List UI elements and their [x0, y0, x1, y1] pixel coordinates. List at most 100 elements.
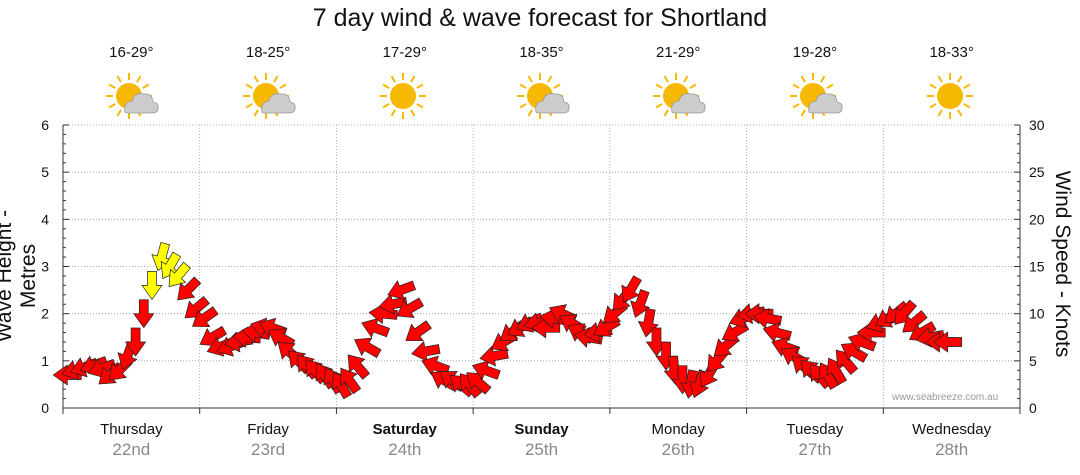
- wind-arrow: [411, 340, 441, 362]
- wind-arrow-shape: [133, 299, 155, 329]
- wind-arrow-series: [52, 241, 963, 400]
- wind-arrow-shape: [933, 331, 963, 353]
- sunny-icon: [379, 73, 426, 119]
- wind-arrow: [840, 342, 869, 363]
- left-tick-label: 2: [41, 306, 49, 322]
- wind-arrow-shape: [856, 321, 886, 344]
- day-name: Tuesday: [786, 421, 844, 438]
- temperature-range: 19-28°: [792, 44, 838, 61]
- partly-cloudy-icon: [516, 73, 570, 119]
- right-tick-label: 25: [1029, 164, 1045, 180]
- left-tick-label: 4: [41, 211, 49, 227]
- day-label: Thursday 22nd: [63, 421, 199, 460]
- wind-arrow-shape: [177, 276, 202, 301]
- day-date: 27th: [798, 440, 832, 459]
- temperature-range: 18-33°: [929, 44, 974, 61]
- wind-arrow-shape: [124, 327, 147, 357]
- wind-arrow: [847, 332, 877, 353]
- wind-arrow: [762, 322, 792, 343]
- wind-arrow: [141, 271, 163, 301]
- day-date: 23rd: [251, 440, 286, 459]
- wind-arrow-shape: [630, 289, 651, 318]
- wind-arrow: [621, 275, 642, 303]
- wind-arrow: [387, 279, 417, 301]
- wind-arrow-shape: [847, 332, 877, 353]
- wind-arrow-shape: [621, 275, 642, 303]
- day-label: Wednesday 28th: [884, 421, 1020, 460]
- day-name: Thursday: [100, 421, 163, 438]
- chart-title: 7 day wind & wave forecast for Shortland: [312, 4, 768, 32]
- wind-arrow-shape: [361, 317, 391, 338]
- wind-arrow-shape: [168, 261, 191, 288]
- wind-arrow: [405, 320, 432, 342]
- wind-arrow: [752, 307, 783, 329]
- wind-arrow: [124, 327, 147, 357]
- wind-arrow-shape: [840, 342, 869, 363]
- right-tick-label: 0: [1029, 400, 1037, 416]
- right-tick-label: 15: [1029, 259, 1045, 275]
- day-label: Saturday 24th: [337, 421, 473, 460]
- day-date: 24th: [388, 440, 422, 459]
- partly-cloudy-icon: [106, 73, 159, 119]
- axes: 0 1 2 3 4 5 6 0 5 10 15 20 25 30: [41, 117, 1045, 416]
- left-tick-label: 1: [41, 353, 49, 369]
- wind-arrow: [368, 303, 398, 325]
- day-label: Tuesday 27th: [747, 421, 883, 460]
- right-tick-label: 30: [1029, 117, 1045, 133]
- wind-arrow: [354, 337, 382, 359]
- day-date: 26th: [661, 440, 695, 459]
- wind-arrow: [933, 331, 963, 353]
- wind-arrow: [856, 321, 886, 344]
- wind-arrow: [637, 308, 659, 338]
- right-tick-label: 20: [1029, 211, 1045, 227]
- right-axis-title: Wind Speed - Knots: [1051, 170, 1074, 358]
- left-tick-label: 5: [41, 164, 49, 180]
- wind-arrow: [421, 355, 451, 376]
- wind-arrow-shape: [405, 320, 432, 342]
- wind-arrow-shape: [396, 297, 424, 318]
- wind-arrow-shape: [347, 354, 371, 380]
- day-date: 22nd: [112, 440, 151, 459]
- left-tick-label: 3: [41, 259, 49, 275]
- wind-arrow-shape: [637, 308, 659, 338]
- wind-arrow-shape: [466, 372, 492, 395]
- day-name: Saturday: [372, 421, 437, 438]
- wind-arrow-shape: [141, 271, 163, 301]
- temperature-range: 18-35°: [519, 44, 564, 61]
- day-name: Monday: [651, 421, 705, 438]
- wind-arrow-shape: [752, 307, 783, 329]
- left-axis-title: Wave Height - Metres: [0, 210, 40, 343]
- left-tick-label: 0: [41, 400, 49, 416]
- wind-arrow: [340, 367, 362, 395]
- temperature-range: 16-29°: [109, 44, 154, 61]
- wind-arrow-shape: [421, 355, 451, 376]
- wind-arrow-shape: [411, 340, 441, 362]
- wind-arrow: [471, 360, 501, 381]
- day-label: Friday 23rd: [200, 421, 336, 460]
- day-label: Sunday 25th: [474, 421, 610, 460]
- wind-arrow-shape: [762, 322, 792, 343]
- grid-lines: [63, 124, 1020, 408]
- wind-arrow: [361, 317, 391, 338]
- day-date: 28th: [935, 440, 969, 459]
- wind-arrow-shape: [826, 357, 847, 386]
- wind-arrow-shape: [368, 303, 398, 325]
- temperature-range: 18-25°: [245, 44, 291, 61]
- wind-arrow: [396, 297, 424, 318]
- wind-arrow: [133, 299, 155, 329]
- right-tick-label: 10: [1029, 306, 1045, 322]
- watermark: www.seabreeze.com.au: [892, 392, 999, 403]
- wind-arrow: [826, 357, 847, 386]
- left-tick-label: 6: [41, 117, 49, 133]
- wind-arrow-shape: [340, 367, 362, 395]
- wind-arrow: [347, 354, 371, 380]
- day-name: Wednesday: [912, 421, 992, 438]
- partly-cloudy-icon: [243, 73, 296, 119]
- right-tick-label: 5: [1029, 353, 1037, 369]
- day-name: Sunday: [514, 421, 569, 438]
- day-label: Monday 26th: [610, 421, 746, 460]
- wind-arrow: [630, 289, 651, 318]
- day-date: 25th: [524, 440, 559, 459]
